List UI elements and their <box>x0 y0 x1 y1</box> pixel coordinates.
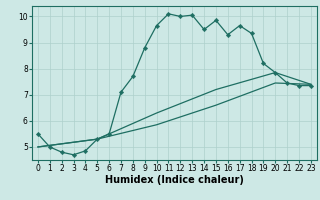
X-axis label: Humidex (Indice chaleur): Humidex (Indice chaleur) <box>105 175 244 185</box>
